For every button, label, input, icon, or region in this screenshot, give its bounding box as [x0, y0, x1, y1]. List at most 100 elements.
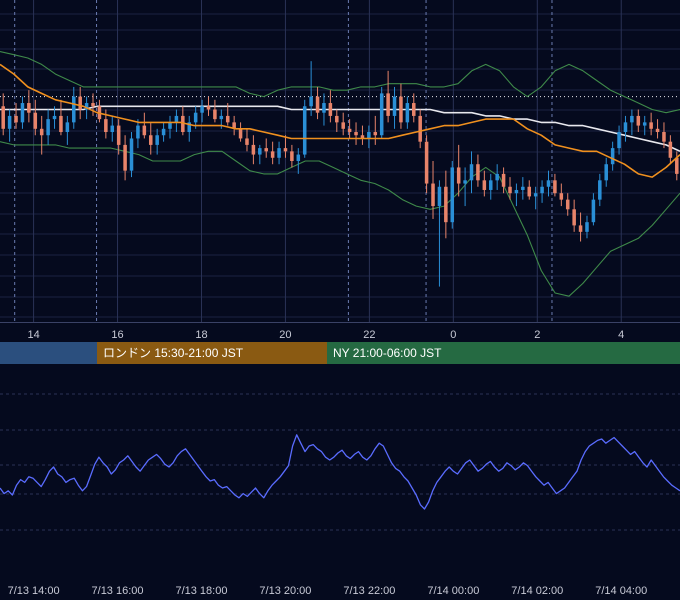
candle-body [540, 186, 544, 194]
candle-body [59, 115, 63, 133]
candle-body [142, 125, 147, 136]
price-chart[interactable]: 14 16 18 20 22 0 2 4 [0, 0, 680, 342]
oscillator-x-tick-label: 7/14 04:00 [595, 585, 647, 597]
price-axis-strip [0, 322, 680, 342]
candle-body [469, 164, 474, 181]
candle-body [367, 132, 371, 139]
candle-body [168, 122, 172, 129]
candle-body [379, 93, 384, 136]
candle-body [335, 115, 339, 123]
candle-body [110, 125, 115, 133]
candle-body [219, 115, 224, 120]
candle-body [373, 132, 378, 136]
candle-body [488, 180, 493, 190]
oscillator-x-tick-label: 7/13 14:00 [8, 585, 60, 597]
oscillator-line [0, 434, 680, 510]
candle-body [521, 186, 525, 190]
oscillator-x-tick-label: 7/14 00:00 [427, 585, 479, 597]
candle-body [623, 122, 628, 133]
candle-body [533, 193, 538, 197]
candle-body [309, 96, 313, 107]
candle-body [514, 189, 519, 194]
candle-body [78, 96, 82, 110]
candle-body [52, 115, 57, 120]
candle-body [662, 132, 666, 142]
candle-body [200, 106, 204, 113]
candle-body [437, 186, 442, 207]
oscillator-background [0, 364, 680, 600]
oscillator-x-tick-label: 7/13 18:00 [175, 585, 227, 597]
candle-body [405, 103, 410, 123]
candle-body [450, 167, 455, 223]
session-ny: NY 21:00-06:00 JST [327, 342, 680, 364]
candle-body [264, 148, 268, 152]
price-x-tick-label: 2 [534, 329, 540, 341]
session-tokyo [0, 342, 97, 364]
candle-body [72, 96, 76, 123]
candle-body [360, 135, 365, 139]
oscillator-x-tick-label: 7/13 20:00 [259, 585, 311, 597]
oscillator-chart[interactable]: 7/13 14:00 7/13 16:00 7/13 18:00 7/13 20:00… [0, 364, 680, 600]
candle-body [508, 186, 512, 194]
candle-body [296, 154, 301, 161]
oscillator-x-tick-label: 7/13 16:00 [92, 585, 144, 597]
ma-long-line [0, 105, 680, 153]
candle-body [424, 141, 429, 184]
candle-body [290, 151, 294, 161]
candle-body [610, 148, 615, 165]
candle-body [476, 164, 480, 181]
candle-body [129, 138, 134, 171]
oscillator-x-tick-label: 7/13 22:00 [343, 585, 395, 597]
candle-body [270, 151, 275, 158]
candle-body [431, 183, 435, 207]
candle-body [572, 209, 576, 226]
candle-body [322, 103, 326, 113]
candle-body [501, 173, 506, 187]
candle-body [675, 157, 679, 174]
candle-body [591, 199, 596, 223]
candle-body [116, 125, 121, 145]
candle-body [418, 115, 422, 142]
candle-body [46, 119, 50, 136]
candle-body [91, 103, 95, 107]
candle-body [649, 122, 653, 129]
candle-body [386, 93, 390, 116]
candle-body [84, 103, 89, 110]
candle-body [559, 193, 564, 200]
candle-body [104, 119, 108, 133]
candle-body [65, 122, 70, 133]
candle-body [193, 112, 198, 123]
oscillator-x-tick-label: 7/14 02:00 [511, 585, 563, 597]
candle-body [598, 180, 602, 200]
candle-body [444, 186, 448, 223]
candle-body [495, 173, 499, 181]
candle-body [354, 132, 358, 136]
price-x-tick-label: 0 [450, 329, 456, 341]
candle-body [636, 115, 641, 126]
candle-body [463, 180, 467, 184]
candle-body [258, 148, 262, 155]
candle-body [33, 112, 38, 129]
candle-body [315, 96, 320, 113]
price-x-tick-label: 22 [363, 329, 375, 341]
candle-body [617, 132, 621, 149]
price-x-tick-label: 14 [27, 329, 39, 341]
bollinger-upper-line [0, 50, 680, 114]
candle-body [347, 128, 352, 133]
session-london: ロンドン 15:30-21:00 JST [97, 342, 327, 364]
candle-body [1, 106, 5, 129]
candle-body [39, 128, 44, 136]
candle-body [456, 167, 461, 184]
candle-body [187, 122, 192, 133]
ma-short-line [0, 63, 680, 178]
candle-body [174, 115, 179, 123]
candle-body [527, 186, 532, 197]
candle-body [341, 122, 345, 129]
price-x-tick-label: 16 [111, 329, 123, 341]
candle-body [412, 103, 416, 116]
candle-body [14, 115, 18, 123]
candle-body [302, 106, 307, 155]
candle-body [277, 148, 281, 158]
candle-body [283, 148, 288, 152]
